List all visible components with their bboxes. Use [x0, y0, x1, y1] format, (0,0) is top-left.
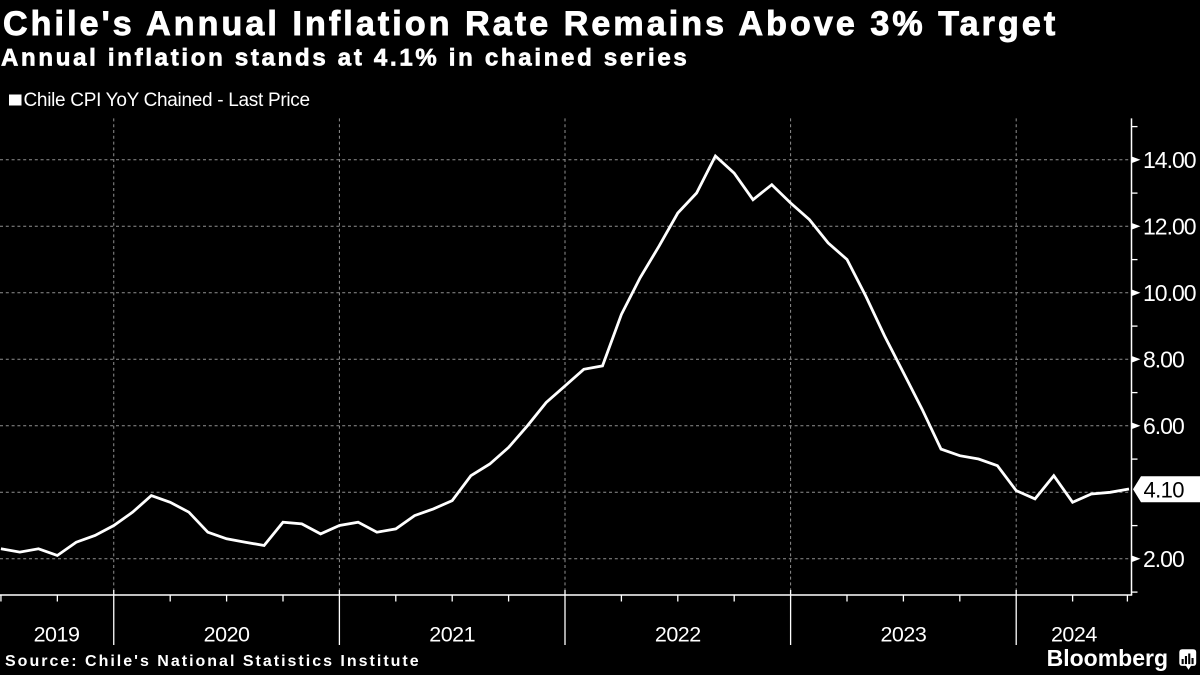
svg-text:2.00: 2.00: [1143, 546, 1184, 572]
svg-text:8.00: 8.00: [1143, 346, 1184, 372]
svg-text:6.00: 6.00: [1143, 413, 1184, 439]
svg-text:Source: Chile's National Stati: Source: Chile's National Statistics Inst…: [5, 653, 421, 670]
svg-text:Chile's Annual Inflation Rate: Chile's Annual Inflation Rate Remains Ab…: [3, 5, 1058, 43]
svg-text:2023: 2023: [880, 623, 926, 647]
svg-text:Chile CPI YoY Chained - Last P: Chile CPI YoY Chained - Last Price: [24, 90, 310, 111]
svg-text:14.00: 14.00: [1143, 147, 1196, 173]
svg-text:2019: 2019: [34, 623, 80, 647]
svg-text:12.00: 12.00: [1143, 213, 1196, 239]
svg-text:2022: 2022: [655, 623, 701, 647]
svg-text:4.10: 4.10: [1144, 477, 1185, 502]
svg-text:2020: 2020: [204, 623, 250, 647]
svg-text:2024: 2024: [1051, 623, 1097, 647]
svg-text:10.00: 10.00: [1143, 280, 1196, 306]
svg-text:Annual inflation stands at 4.1: Annual inflation stands at 4.1% in chain…: [1, 45, 689, 72]
svg-text:Bloomberg: Bloomberg: [1047, 645, 1168, 671]
svg-text:2021: 2021: [429, 623, 475, 647]
